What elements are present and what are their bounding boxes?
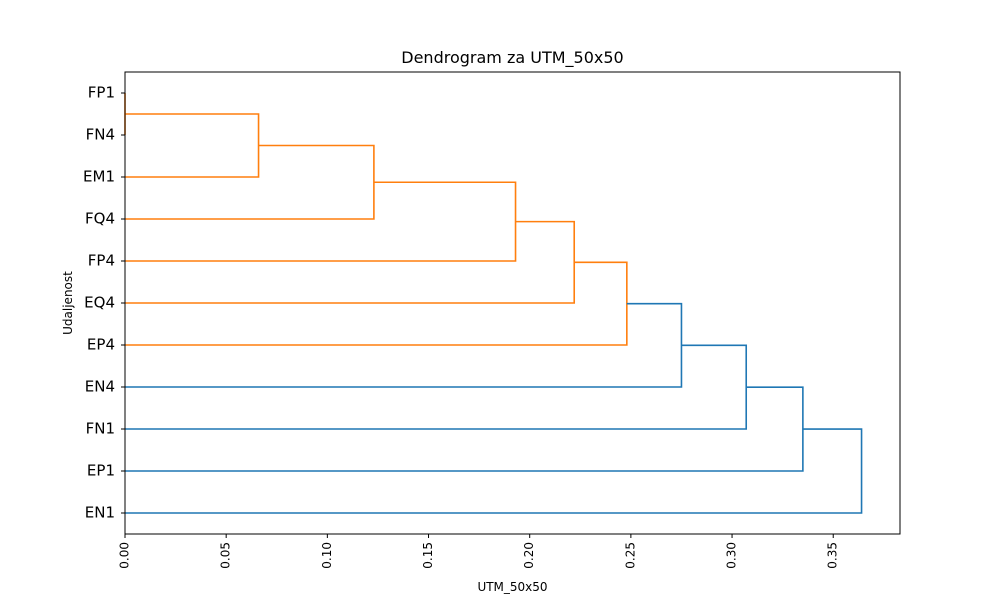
dendrogram-link — [125, 428, 863, 514]
x-tick-label: 0.35 — [826, 542, 840, 569]
x-axis-ticks: 0.00 0.05 0.10 0.15 0.20 0.25 0.30 0.35 — [118, 534, 840, 569]
x-axis-label: UTM_50x50 — [477, 580, 547, 594]
x-tick-label: 0.20 — [522, 542, 536, 569]
leaf-label: FN4 — [86, 126, 115, 144]
leaf-label: EN1 — [85, 504, 115, 522]
chart-title: Dendrogram za UTM_50x50 — [401, 48, 623, 68]
leaf-label: EP1 — [87, 462, 115, 480]
x-tick-label: 0.00 — [118, 542, 132, 569]
dendrogram-link — [125, 386, 804, 472]
leaf-label: EM1 — [83, 168, 115, 186]
y-axis-label: Udaljenost — [61, 271, 75, 335]
leaf-label: FQ4 — [85, 210, 115, 228]
leaf-label: EN4 — [85, 378, 115, 396]
y-axis-ticks: FP1 FN4 EM1 FQ4 FP4 EQ4 EP4 EN4 FN1 EP1 EN1 — [83, 84, 125, 522]
dendrogram-link — [125, 220, 576, 304]
dendrogram-link — [125, 344, 748, 430]
leaf-label: FP1 — [88, 84, 115, 102]
dendrogram-link — [125, 144, 375, 220]
leaf-label: FP4 — [88, 252, 115, 270]
x-tick-label: 0.25 — [623, 542, 637, 569]
dendrogram-link — [125, 302, 683, 388]
x-tick-label: 0.30 — [725, 542, 739, 569]
x-tick-label: 0.15 — [421, 542, 435, 569]
leaf-label: FN1 — [86, 420, 115, 438]
x-tick-label: 0.05 — [219, 542, 233, 569]
leaf-label: EQ4 — [84, 294, 115, 312]
dendrogram-links — [124, 93, 863, 514]
dendrogram-link — [125, 181, 517, 262]
leaf-label: EP4 — [87, 336, 115, 354]
dendrogram-link — [125, 113, 260, 178]
x-tick-label: 0.10 — [320, 542, 334, 569]
